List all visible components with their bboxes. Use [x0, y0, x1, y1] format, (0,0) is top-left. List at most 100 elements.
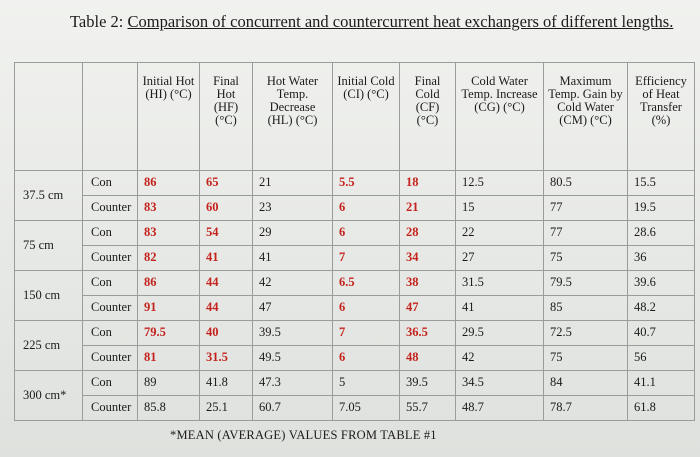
value-cell: 48.7	[455, 395, 544, 421]
table-title-prefix: Table 2:	[70, 12, 128, 31]
length-cell: 150 cm	[14, 270, 83, 321]
value-cell: 21	[399, 195, 456, 221]
table-row: Counter 81 31.5 49.5 6 48 42 75 56	[15, 345, 695, 371]
value-cell: 12.5	[455, 170, 544, 196]
value-cell: 31.5	[455, 270, 544, 296]
value-cell: 25.1	[199, 395, 253, 421]
value-cell: 85.8	[137, 395, 200, 421]
length-cell: 37.5 cm	[14, 170, 83, 221]
value-cell: 15	[455, 195, 544, 221]
value-cell: 41.8	[199, 370, 253, 396]
value-cell: 60	[199, 195, 253, 221]
value-cell: 80.5	[543, 170, 628, 196]
value-cell: 48	[399, 345, 456, 371]
flow-type-cell: Counter	[82, 345, 138, 371]
value-cell: 56	[627, 345, 695, 371]
value-cell: 28	[399, 220, 456, 246]
value-cell: 5.5	[332, 170, 400, 196]
value-cell: 6.5	[332, 270, 400, 296]
value-cell: 44	[199, 295, 253, 321]
value-cell: 49.5	[252, 345, 333, 371]
value-cell: 82	[137, 245, 200, 271]
column-header: Initial Hot (HI) (°C)	[137, 62, 200, 171]
table-title-text: Comparison of concurrent and countercurr…	[127, 12, 674, 31]
value-cell: 39.6	[627, 270, 695, 296]
table-row: 150 cm Con 86 44 42 6.5 38 31.5 79.5 39.6	[14, 270, 695, 321]
value-cell: 6	[332, 220, 400, 246]
value-cell: 34.5	[455, 370, 544, 396]
flow-type-cell: Con	[82, 220, 138, 246]
column-header: Cold Water Temp. Increase (CG) (°C)	[455, 62, 544, 171]
table-body: 37.5 cm Con 86 65 21 5.5 18 12.5 80.5 15.5 Counter…	[14, 170, 695, 421]
value-cell: 47.3	[252, 370, 333, 396]
value-cell: 6	[332, 345, 400, 371]
value-cell: 28.6	[627, 220, 695, 246]
value-cell: 75	[543, 345, 628, 371]
value-cell: 7	[332, 245, 400, 271]
value-cell: 81	[137, 345, 200, 371]
value-cell: 6	[332, 295, 400, 321]
value-cell: 61.8	[627, 395, 695, 421]
value-cell: 91	[137, 295, 200, 321]
column-header	[82, 62, 138, 171]
flow-type-cell: Con	[82, 170, 138, 196]
value-cell: 77	[543, 195, 628, 221]
value-cell: 19.5	[627, 195, 695, 221]
value-cell: 42	[252, 270, 333, 296]
value-cell: 78.7	[543, 395, 628, 421]
value-cell: 21	[252, 170, 333, 196]
table-row: Counter 91 44 47 6 47 41 85 48.2	[15, 295, 695, 321]
value-cell: 65	[199, 170, 253, 196]
value-cell: 40	[199, 320, 253, 346]
value-cell: 38	[399, 270, 456, 296]
table-title: Table 2: Comparison of concurrent and co…	[70, 12, 673, 32]
table-row: 300 cm* Con 89 41.8 47.3 5 39.5 34.5 84 41.1	[14, 370, 695, 421]
flow-type-cell: Counter	[82, 245, 138, 271]
column-header: Hot Water Temp. Decrease (HL) (°C)	[252, 62, 333, 171]
value-cell: 84	[543, 370, 628, 396]
value-cell: 83	[137, 220, 200, 246]
value-cell: 79.5	[543, 270, 628, 296]
value-cell: 34	[399, 245, 456, 271]
value-cell: 55.7	[399, 395, 456, 421]
value-cell: 31.5	[199, 345, 253, 371]
value-cell: 15.5	[627, 170, 695, 196]
value-cell: 22	[455, 220, 544, 246]
value-cell: 47	[399, 295, 456, 321]
value-cell: 23	[252, 195, 333, 221]
footnote: *MEAN (AVERAGE) VALUES FROM TABLE #1	[170, 428, 437, 442]
value-cell: 86	[137, 270, 200, 296]
length-cell: 225 cm	[14, 320, 83, 371]
value-cell: 29	[252, 220, 333, 246]
table-row: 225 cm Con 79.5 40 39.5 7 36.5 29.5 72.5 40.7	[14, 320, 695, 371]
value-cell: 41	[252, 245, 333, 271]
flow-type-cell: Counter	[82, 395, 138, 421]
flow-type-cell: Counter	[82, 195, 138, 221]
value-cell: 41	[199, 245, 253, 271]
value-cell: 79.5	[137, 320, 200, 346]
value-cell: 36	[627, 245, 695, 271]
table-row: Counter 83 60 23 6 21 15 77 19.5	[15, 195, 695, 221]
value-cell: 41.1	[627, 370, 695, 396]
table-row: 75 cm Con 83 54 29 6 28 22 77 28.6	[14, 220, 695, 271]
value-cell: 54	[199, 220, 253, 246]
value-cell: 44	[199, 270, 253, 296]
heat-exchanger-table: Initial Hot (HI) (°C) Final Hot (HF) (°C)…	[14, 62, 695, 421]
value-cell: 86	[137, 170, 200, 196]
value-cell: 39.5	[399, 370, 456, 396]
value-cell: 75	[543, 245, 628, 271]
value-cell: 47	[252, 295, 333, 321]
value-cell: 27	[455, 245, 544, 271]
flow-type-cell: Con	[82, 370, 138, 396]
value-cell: 83	[137, 195, 200, 221]
value-cell: 40.7	[627, 320, 695, 346]
value-cell: 48.2	[627, 295, 695, 321]
length-cell: 300 cm*	[14, 370, 83, 421]
column-header: Final Cold (CF) (°C)	[399, 62, 456, 171]
column-header: Maximum Temp. Gain by Cold Water (CM) (°…	[543, 62, 628, 171]
table-row: Counter 82 41 41 7 34 27 75 36	[15, 245, 695, 271]
value-cell: 41	[455, 295, 544, 321]
value-cell: 7.05	[332, 395, 400, 421]
column-header: Initial Cold (CI) (°C)	[332, 62, 400, 171]
value-cell: 36.5	[399, 320, 456, 346]
